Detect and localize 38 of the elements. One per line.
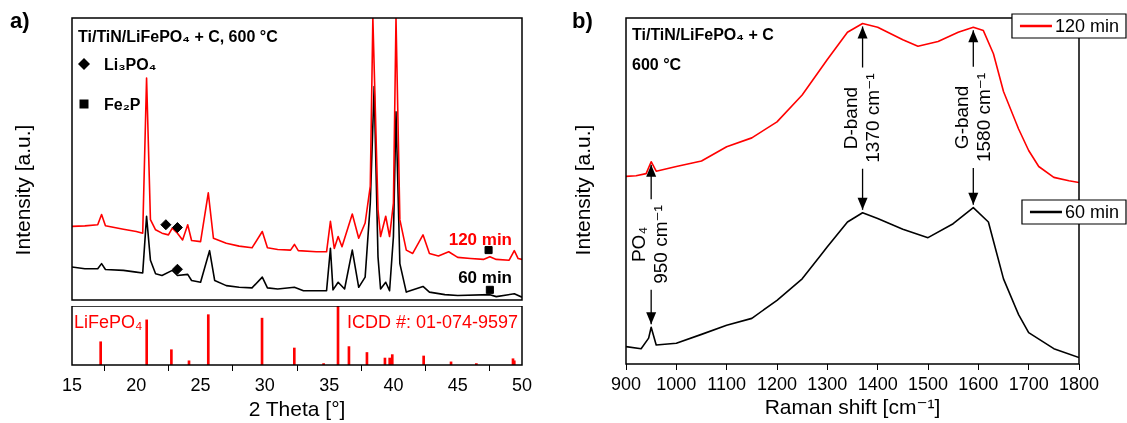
x-tick-label: 45 [447,374,468,395]
y-axis-title: Intensity [a.u.] [570,124,594,256]
annotation: PO₄ 950 cm⁻¹ [628,205,672,284]
text: a) [10,8,30,33]
x-axis-title: Raman shift [cm⁻¹] [764,395,941,418]
x-tick-label: 20 [126,374,147,395]
x-tick-label: 30 [254,374,275,395]
text: Ti/TiN/LiFePO₄ + C, 600 °C [78,28,279,45]
series-label: 120 min [448,230,512,250]
x-tick-label: 1600 [958,373,999,394]
x-tick-label: 1500 [907,373,949,394]
annotation: G-band 1580 cm⁻¹ [950,72,994,163]
y-axis-title: Intensity [a.u.] [10,124,34,256]
x-tick-label: 50 [511,374,533,395]
x-tick-label: 1800 [1058,373,1100,394]
x-tick-label: 15 [61,374,83,395]
x-tick-label: 1200 [756,373,798,394]
x-axis-title: 2 Theta [°] [248,397,346,420]
text: 600 °C [632,56,682,73]
x-tick-label: 40 [383,374,404,395]
x-tick-label: 900 [610,373,642,394]
legend-label: 60 min [1064,201,1119,222]
annotation: D-band 1370 cm⁻¹ [839,73,883,163]
x-tick-label: 25 [190,374,211,395]
legend-label: 120 min [1054,15,1120,36]
x-tick-label: 35 [319,374,340,395]
series-label: 60 min [458,268,512,288]
series-label: LiFePO₄ [74,312,143,332]
x-tick-label: 1700 [1008,373,1049,394]
legend-label: Fe₂P [104,96,141,114]
x-tick-label: 1100 [707,373,747,394]
chart-title: Ti/TiN/LiFePO₄ + C [632,26,775,43]
x-tick-label: 1400 [857,373,898,394]
annotation: ICDD #: 01-074-9597 [346,312,518,332]
legend-label: Li₃PO₄ [104,56,157,74]
x-tick-label: 1000 [656,373,697,394]
x-tick-label: 1300 [807,373,848,394]
text: b) [572,8,593,33]
